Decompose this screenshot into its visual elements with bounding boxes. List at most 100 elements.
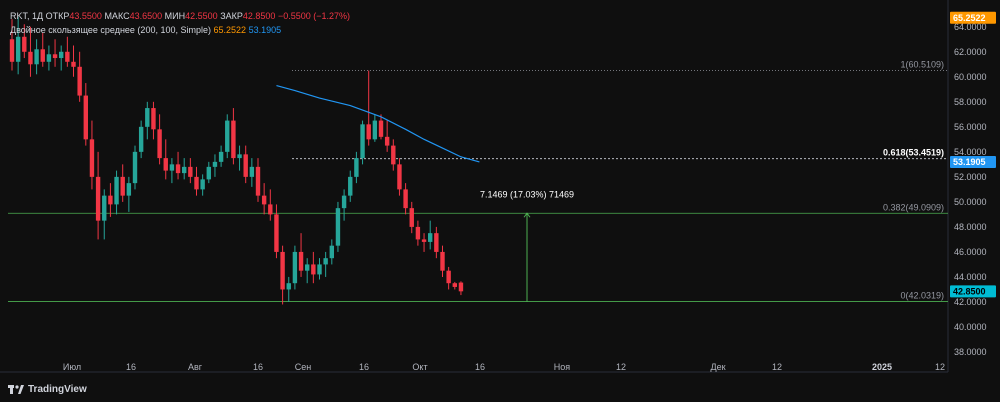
candle-body: [305, 264, 310, 271]
x-tick-label: Сен: [295, 362, 312, 372]
candle-body: [194, 176, 199, 190]
candle-body: [169, 164, 175, 171]
open-label: ОТКР: [45, 11, 70, 21]
candle-body: [175, 164, 181, 174]
x-tick-label: 16: [126, 362, 136, 372]
low-value: 42.5500: [185, 11, 218, 21]
candle-body: [292, 251, 298, 284]
candle-body: [95, 176, 101, 221]
candle-body: [440, 251, 445, 271]
candle-body: [9, 39, 15, 62]
candle-body: [323, 258, 328, 265]
candle-body: [120, 176, 125, 196]
candle-body: [59, 51, 64, 59]
candle-body: [348, 176, 353, 196]
candle-body: [354, 158, 359, 177]
candle-body: [335, 208, 341, 246]
candle-body: [391, 145, 396, 165]
fib-level-label: 1(60.5109): [900, 59, 944, 69]
candle-body: [132, 151, 138, 184]
candle-body: [428, 233, 433, 242]
candle-body: [341, 195, 347, 209]
candle-body: [218, 151, 224, 162]
close-label: ЗАКР: [220, 11, 243, 21]
y-tick-label: 48.0000: [954, 222, 987, 232]
y-tick-label: 62.0000: [954, 47, 987, 57]
candle-body: [145, 108, 150, 127]
x-tick-label: Ноя: [554, 362, 571, 372]
y-tick-label: 56.0000: [954, 122, 987, 132]
open-value: 43.5500: [69, 11, 102, 21]
moving-average-line: [276, 84, 480, 163]
candle-body: [71, 61, 76, 67]
y-tick-label: 42.0000: [954, 297, 987, 307]
candle-body: [317, 264, 322, 275]
candle-body: [52, 54, 58, 59]
candle-body: [114, 176, 119, 205]
symbol-header: RKT, 1Д ОТКР43.5500 МАКС43.6500 МИН42.55…: [10, 11, 350, 21]
candle-body: [83, 95, 88, 140]
candle-body: [34, 49, 39, 65]
y-tick-label: 52.0000: [954, 172, 987, 182]
y-tick-label: 38.0000: [954, 347, 987, 357]
high-value: 43.6500: [129, 11, 163, 21]
y-tick-label: 54.0000: [954, 147, 987, 157]
candle-body: [366, 124, 371, 140]
candle-body: [403, 189, 408, 209]
tradingview-logo[interactable]: TradingView: [8, 384, 87, 395]
x-tick-label: 16: [253, 362, 263, 372]
candle-body: [458, 282, 464, 292]
ticker[interactable]: RKT, 1Д: [10, 11, 44, 21]
close-value: 42.8500: [242, 11, 276, 21]
ma1-value: 65.2522: [213, 25, 247, 35]
candle-body: [40, 49, 45, 62]
candle-body: [22, 36, 27, 52]
candle-body: [225, 120, 230, 152]
candle-body: [89, 139, 95, 177]
candle-body: [446, 270, 451, 284]
y-tick-label: 60.0000: [954, 72, 987, 82]
candle-body: [46, 54, 52, 62]
candle-body: [243, 154, 248, 177]
last-price-label: 42.8500: [953, 286, 986, 296]
candle-body: [231, 120, 236, 159]
candle-body: [298, 251, 304, 271]
candle-body: [255, 166, 261, 196]
candle-body: [280, 251, 285, 290]
y-tick-label: 44.0000: [954, 272, 987, 282]
high-label: МАКС: [104, 11, 130, 21]
ma-top-price-label: 65.2522: [953, 13, 986, 23]
candle-body: [237, 154, 242, 159]
candle-body: [268, 204, 273, 215]
x-tick-label: 12: [935, 362, 945, 372]
x-tick-label: Дек: [710, 362, 725, 372]
candle-body: [261, 195, 267, 205]
candle-body: [274, 214, 279, 252]
x-tick-label: 12: [772, 362, 782, 372]
y-tick-label: 40.0000: [954, 322, 987, 332]
candle-body: [77, 66, 82, 96]
indicator-legend[interactable]: Двойное скользящее среднее (200, 100, Si…: [10, 25, 281, 35]
low-label: МИН: [164, 11, 186, 21]
candle-body: [415, 226, 421, 240]
candle-body: [286, 283, 291, 290]
candle-body: [378, 120, 384, 137]
x-tick-label: 2025: [872, 362, 892, 372]
ma-current-price-label-bg: [950, 155, 996, 168]
candle-body: [409, 208, 414, 227]
fib-level-label: 0.382(49.0909): [883, 202, 944, 212]
x-tick-label: Июл: [63, 362, 81, 372]
fib-level-label: 0.618(53.4519): [883, 148, 944, 158]
x-tick-label: 16: [475, 362, 485, 372]
candle-body: [434, 233, 439, 252]
y-tick-label: 58.0000: [954, 97, 987, 107]
candle-body: [188, 166, 193, 177]
candle-body: [249, 166, 255, 177]
candle-body: [200, 179, 205, 190]
candle-body: [311, 264, 316, 275]
ma2-value: 53.1905: [248, 25, 282, 35]
candle-body: [157, 129, 162, 159]
candle-body: [15, 36, 21, 62]
